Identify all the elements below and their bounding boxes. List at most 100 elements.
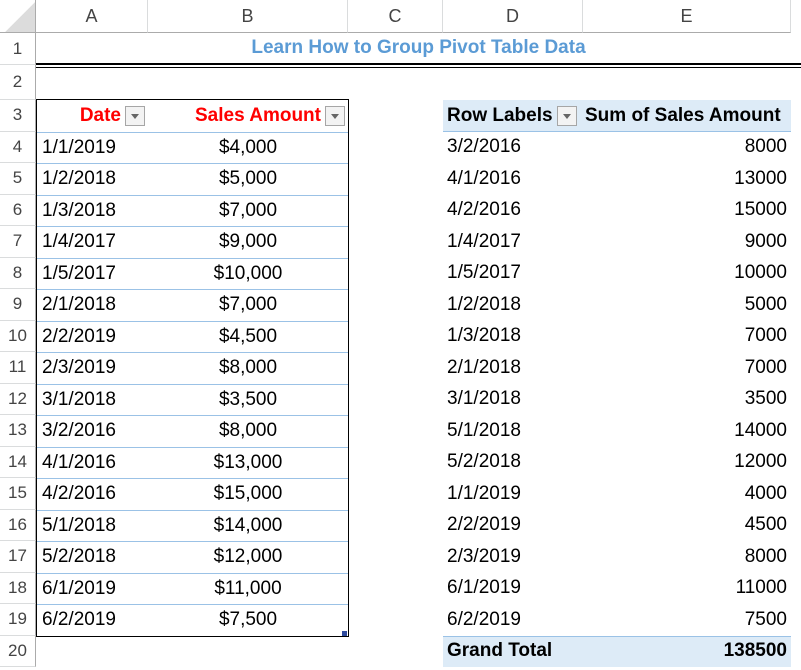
source-amount-cell[interactable]: $13,000 xyxy=(148,446,348,479)
row-header-12[interactable]: 12 xyxy=(0,383,36,415)
source-date-cell[interactable]: 2/1/2018 xyxy=(36,289,148,321)
source-amount-cell[interactable]: $10,000 xyxy=(148,257,348,290)
pivot-row-label[interactable]: 1/1/2019 xyxy=(447,482,521,504)
pivot-row-value[interactable]: 5000 xyxy=(744,293,787,315)
pivot-row-value[interactable]: 7000 xyxy=(744,325,787,347)
pivot-row-value[interactable]: 8000 xyxy=(744,136,787,158)
row-header-13[interactable]: 13 xyxy=(0,415,36,447)
row-header-7[interactable]: 7 xyxy=(0,226,36,258)
column-header-D[interactable]: D xyxy=(443,0,583,33)
source-date-cell[interactable]: 3/2/2016 xyxy=(36,415,148,447)
column-header-A[interactable]: A xyxy=(36,0,148,33)
pivot-row-label[interactable]: 2/2/2019 xyxy=(447,514,521,536)
source-amount-cell[interactable]: $7,500 xyxy=(148,604,348,636)
source-date-cell[interactable]: 2/2/2019 xyxy=(36,320,148,353)
source-date-cell[interactable]: 4/2/2016 xyxy=(36,478,148,510)
source-date-cell[interactable]: 4/1/2016 xyxy=(36,446,148,479)
source-date-cell[interactable]: 1/3/2018 xyxy=(36,194,148,227)
pivot-row-label[interactable]: 2/3/2019 xyxy=(447,545,521,567)
row-header-5[interactable]: 5 xyxy=(0,163,36,195)
pivot-row-label[interactable]: 6/1/2019 xyxy=(447,577,521,599)
pivot-row-label[interactable]: 5/2/2018 xyxy=(447,451,521,473)
pivot-row-value[interactable]: 4500 xyxy=(744,514,787,536)
pivot-row-value[interactable]: 8000 xyxy=(744,545,787,567)
source-header-date[interactable]: Date xyxy=(36,100,148,132)
pivot-row-label[interactable]: 3/1/2018 xyxy=(447,388,521,410)
source-date-cell[interactable]: 6/1/2019 xyxy=(36,572,148,605)
pivot-row-label[interactable]: 6/2/2019 xyxy=(447,608,521,630)
title-cell[interactable]: Learn How to Group Pivot Table Data xyxy=(251,37,586,58)
pivot-row-value[interactable]: 13000 xyxy=(734,167,787,189)
column-header-C[interactable]: C xyxy=(348,0,443,33)
column-header-B[interactable]: B xyxy=(148,0,348,33)
source-date-cell[interactable]: 6/2/2019 xyxy=(36,604,148,636)
source-amount-cell[interactable]: $7,000 xyxy=(148,289,348,321)
source-amount-cell[interactable]: $15,000 xyxy=(148,478,348,510)
pivot-row-label[interactable]: 4/1/2016 xyxy=(447,167,521,189)
column-header-E[interactable]: E xyxy=(583,0,791,33)
source-date-cell[interactable]: 1/2/2018 xyxy=(36,163,148,195)
row-header-8[interactable]: 8 xyxy=(0,257,36,289)
source-amount-cell[interactable]: $4,500 xyxy=(148,320,348,353)
source-date-cell[interactable]: 5/1/2018 xyxy=(36,509,148,542)
source-amount-cell[interactable]: $7,000 xyxy=(148,194,348,227)
source-date-cell[interactable]: 2/3/2019 xyxy=(36,352,148,384)
source-amount-cell[interactable]: $4,000 xyxy=(148,131,348,164)
pivot-row-label[interactable]: 2/1/2018 xyxy=(447,356,521,378)
pivot-header-sum[interactable]: Sum of Sales Amount xyxy=(585,104,781,126)
pivot-row-label[interactable]: 1/5/2017 xyxy=(447,262,521,284)
source-date-cell[interactable]: 1/1/2019 xyxy=(36,131,148,164)
source-date-cell[interactable]: 5/2/2018 xyxy=(36,541,148,573)
pivot-row-value[interactable]: 3500 xyxy=(744,388,787,410)
row-header-2[interactable]: 2 xyxy=(0,65,36,100)
pivot-row-value[interactable]: 14000 xyxy=(734,419,787,441)
row-header-11[interactable]: 11 xyxy=(0,352,36,384)
row-header-10[interactable]: 10 xyxy=(0,320,36,352)
pivot-row-value[interactable]: 12000 xyxy=(734,451,787,473)
filter-dropdown-icon[interactable] xyxy=(556,105,577,126)
pivot-row-value[interactable]: 9000 xyxy=(744,230,787,252)
source-amount-cell[interactable]: $11,000 xyxy=(148,572,348,605)
row-header-4[interactable]: 4 xyxy=(0,131,36,163)
pivot-row-value[interactable]: 11000 xyxy=(735,577,787,599)
pivot-row-label[interactable]: 1/2/2018 xyxy=(447,293,521,315)
row-header-20[interactable]: 20 xyxy=(0,635,36,667)
source-amount-cell[interactable]: $8,000 xyxy=(148,415,348,447)
table-resize-handle[interactable] xyxy=(342,630,347,636)
source-amount-cell[interactable]: $5,000 xyxy=(148,163,348,195)
source-amount-cell[interactable]: $9,000 xyxy=(148,226,348,258)
row-header-3[interactable]: 3 xyxy=(0,100,36,132)
row-header-15[interactable]: 15 xyxy=(0,478,36,510)
row-header-16[interactable]: 16 xyxy=(0,509,36,541)
row-header-1[interactable]: 1 xyxy=(0,33,36,65)
row-header-6[interactable]: 6 xyxy=(0,194,36,226)
pivot-row-label[interactable]: 5/1/2018 xyxy=(447,419,521,441)
source-amount-cell[interactable]: $8,000 xyxy=(148,352,348,384)
source-amount-cell[interactable]: $12,000 xyxy=(148,541,348,573)
pivot-row-label[interactable]: 4/2/2016 xyxy=(447,199,521,221)
pivot-row-value[interactable]: 7000 xyxy=(744,356,787,378)
source-date-cell[interactable]: 1/5/2017 xyxy=(36,257,148,290)
pivot-grand-total-label[interactable]: Grand Total xyxy=(447,640,553,661)
pivot-row-label[interactable]: 3/2/2016 xyxy=(447,136,521,158)
source-date-cell[interactable]: 1/4/2017 xyxy=(36,226,148,258)
row-header-18[interactable]: 18 xyxy=(0,572,36,604)
pivot-row-value[interactable]: 4000 xyxy=(744,482,787,504)
pivot-header-row-labels[interactable]: Row Labels xyxy=(443,100,583,132)
source-date-cell[interactable]: 3/1/2018 xyxy=(36,383,148,416)
filter-dropdown-icon[interactable] xyxy=(325,105,345,126)
row-header-14[interactable]: 14 xyxy=(0,446,36,478)
pivot-row-value[interactable]: 10000 xyxy=(734,262,787,284)
pivot-row-label[interactable]: 1/3/2018 xyxy=(447,325,521,347)
source-header-sales-amount[interactable]: Sales Amount xyxy=(148,100,348,132)
source-amount-cell[interactable]: $14,000 xyxy=(148,509,348,542)
pivot-row-value[interactable]: 7500 xyxy=(744,608,787,630)
pivot-grand-total-value[interactable]: 138500 xyxy=(723,640,787,661)
source-amount-cell[interactable]: $3,500 xyxy=(148,383,348,416)
row-header-19[interactable]: 19 xyxy=(0,604,36,636)
pivot-row-label[interactable]: 1/4/2017 xyxy=(447,230,521,252)
row-header-9[interactable]: 9 xyxy=(0,289,36,321)
select-all-corner[interactable] xyxy=(0,0,36,33)
row-header-17[interactable]: 17 xyxy=(0,541,36,573)
pivot-row-value[interactable]: 15000 xyxy=(734,199,787,221)
